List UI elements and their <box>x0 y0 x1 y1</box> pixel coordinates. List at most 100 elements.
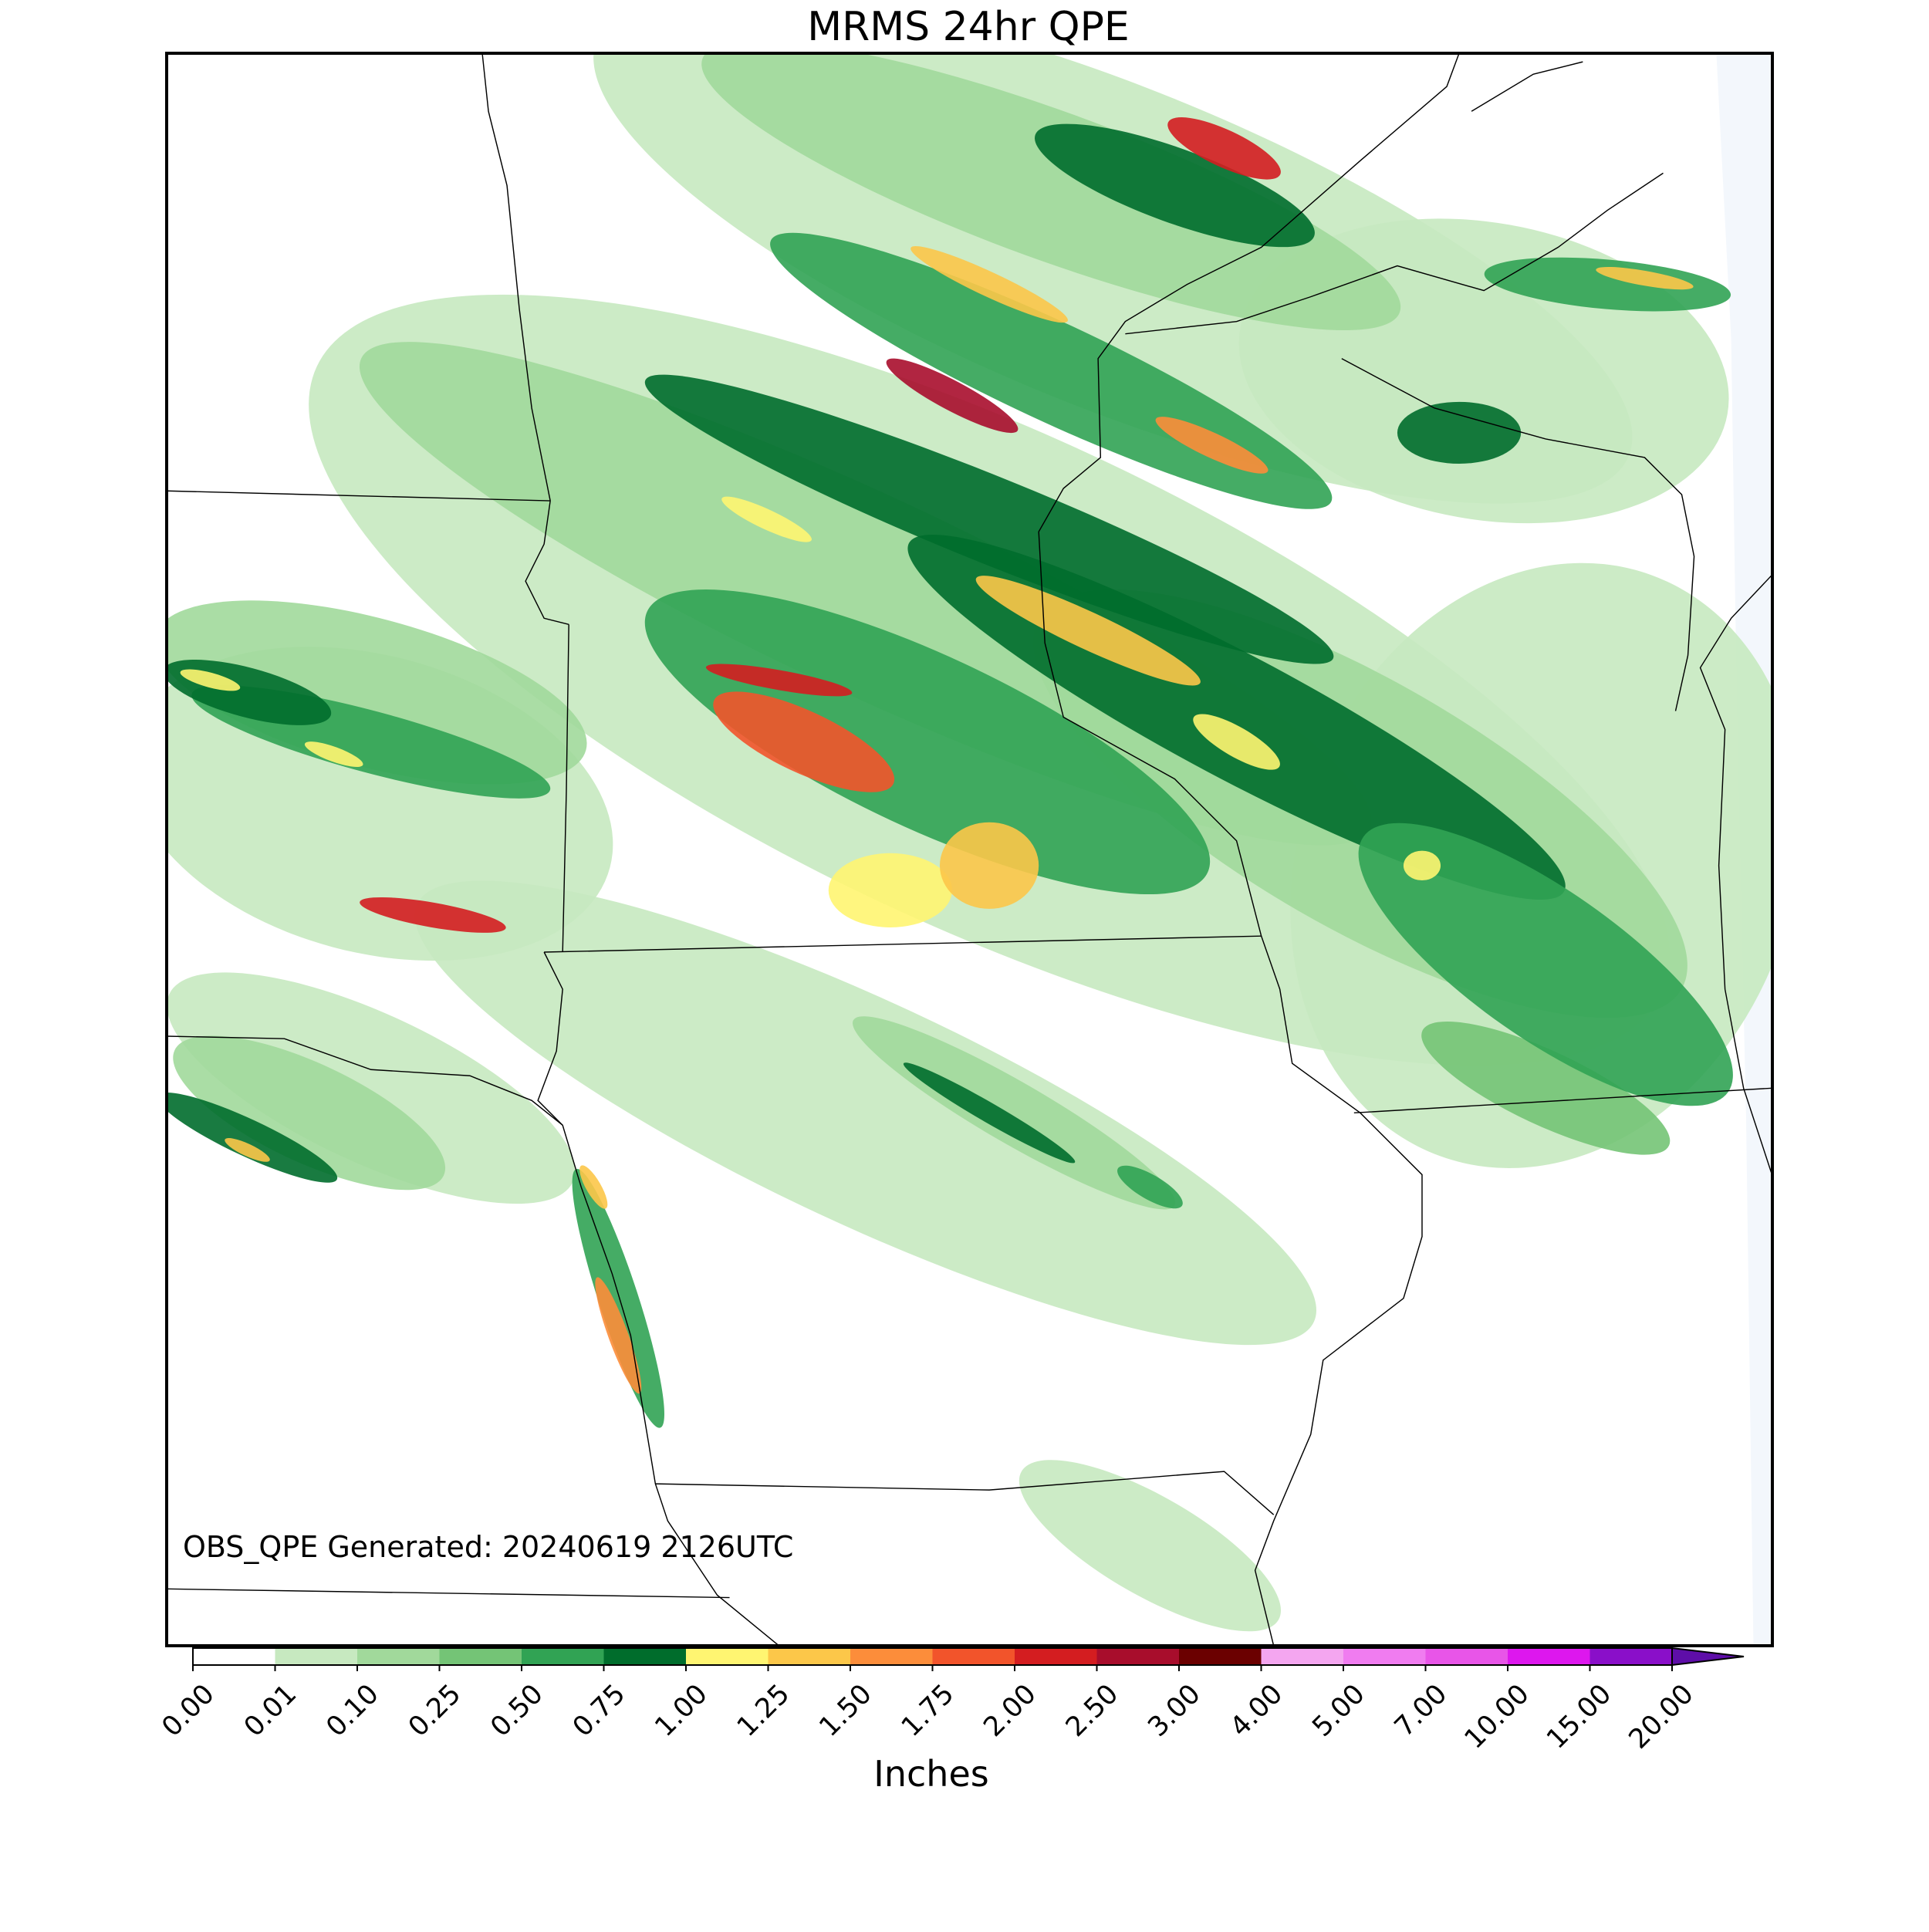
map-area <box>167 52 1772 1647</box>
colorbar-segment <box>1261 1648 1344 1665</box>
state-border <box>655 1471 1275 1515</box>
precip-area <box>1358 822 1733 1106</box>
precip-area <box>852 1016 1176 1210</box>
map-title: MRMS 24hr QPE <box>807 4 1130 50</box>
colorbar-segment <box>193 1648 275 1665</box>
precip-area <box>360 897 506 933</box>
colorbar-tick-label: 1.50 <box>814 1679 878 1743</box>
precip-area <box>713 691 895 792</box>
state-border <box>562 624 569 953</box>
precip-area <box>1403 850 1441 881</box>
colorbar-tick-label: 3.00 <box>1143 1679 1207 1743</box>
precip-area <box>167 972 576 1204</box>
precip-area <box>1035 123 1315 248</box>
precip-area <box>910 246 1068 323</box>
colorbar-tick-label: 20.00 <box>1623 1679 1700 1755</box>
state-border <box>1254 935 1423 1647</box>
colorbar-segment <box>1015 1648 1097 1665</box>
colorbar-segment <box>768 1648 851 1665</box>
precip-field <box>167 52 1772 1632</box>
colorbar-segment <box>603 1648 687 1665</box>
colorbar-tick-label: 1.00 <box>650 1679 714 1743</box>
precip-area <box>644 589 1211 895</box>
state-border <box>167 490 551 502</box>
precip-area <box>1397 401 1522 464</box>
state-border <box>1341 358 1695 711</box>
colorbar-extend <box>1671 1647 1745 1667</box>
colorbar-label: Inches <box>873 1753 988 1795</box>
precip-area <box>1596 266 1694 290</box>
state-border <box>544 935 1262 953</box>
precip-area <box>572 1168 664 1428</box>
precip-area <box>886 358 1019 434</box>
colorbar-segment <box>686 1648 769 1665</box>
borders <box>167 52 1772 1647</box>
colorbar-tick-label: 2.50 <box>1060 1679 1124 1743</box>
precip-area <box>1117 1165 1183 1209</box>
precip-area <box>1193 714 1280 770</box>
shoreline <box>1125 172 1664 335</box>
state-border <box>167 1588 730 1599</box>
colorbar-tick-label: 5.00 <box>1307 1679 1371 1743</box>
colorbar: 0.00 0.01 0.10 0.25 0.50 0.75 1.00 1.25 1.50 1.75… <box>157 1647 1745 1755</box>
colorbar-tick-label: 0.00 <box>157 1679 221 1743</box>
colorbar-tick-label: 15.00 <box>1541 1679 1617 1755</box>
precip-area <box>180 669 241 691</box>
precip-area <box>828 853 953 927</box>
colorbar-segment <box>1508 1648 1590 1665</box>
state-border <box>167 1035 563 1126</box>
colorbar-tick-label: 1.25 <box>731 1679 796 1743</box>
state-border <box>1353 1087 1772 1114</box>
colorbar-tick-label: 0.50 <box>485 1679 549 1743</box>
colorbar-segment <box>1096 1648 1180 1665</box>
colorbar-segment <box>275 1648 358 1665</box>
precip-area <box>975 576 1201 686</box>
precip-area <box>1019 1460 1282 1632</box>
precip-area <box>644 374 1334 664</box>
precip-area <box>595 1277 642 1394</box>
map-frame <box>165 52 1774 1647</box>
annotation: OBS_QPE Generated: 20240619 2126UTC <box>183 1530 793 1564</box>
precip-area <box>225 1138 270 1162</box>
colorbar-segment <box>357 1648 440 1665</box>
precip-area <box>721 496 812 542</box>
precip-area <box>939 822 1039 909</box>
shoreline <box>1471 61 1583 112</box>
state-border <box>481 52 569 626</box>
state-border <box>1038 52 1460 937</box>
colorbar-segment <box>1589 1648 1673 1665</box>
colorbar-tick-label: 0.10 <box>321 1679 385 1743</box>
precip-area <box>167 1092 338 1183</box>
precip-area <box>903 1062 1076 1164</box>
colorbar-tick-label: 4.00 <box>1225 1679 1289 1743</box>
colorbar-tick-label: 0.01 <box>238 1679 302 1743</box>
colorbar-segment <box>1179 1648 1262 1665</box>
colorbar-tick-label: 1.75 <box>896 1679 960 1743</box>
colorbar-tick-label: 0.25 <box>403 1679 467 1743</box>
colorbar-tick-label: 0.75 <box>567 1679 631 1743</box>
colorbar-segment <box>932 1648 1015 1665</box>
precip-area <box>1484 257 1731 312</box>
colorbar-segment <box>522 1648 604 1665</box>
precip-area <box>414 880 1316 1346</box>
precip-area <box>304 741 363 767</box>
precip-area <box>579 1165 608 1209</box>
colorbar-tick-label: 2.00 <box>978 1679 1042 1743</box>
colorbar-tick-label: 7.00 <box>1389 1679 1453 1743</box>
precip-area <box>173 1035 446 1191</box>
precip-area <box>705 664 853 697</box>
precip-area <box>1155 417 1269 474</box>
colorbar-tick-label: 10.00 <box>1459 1679 1535 1755</box>
shoreline <box>1699 574 1772 1175</box>
precip-area <box>1421 1021 1671 1155</box>
state-border <box>537 951 780 1647</box>
colorbar-segment <box>850 1648 933 1665</box>
precip-area <box>1167 117 1281 180</box>
colorbar-segment <box>439 1648 522 1665</box>
colorbar-segment <box>1425 1648 1508 1665</box>
colorbar-segment <box>1343 1648 1426 1665</box>
precip-area <box>701 52 1401 331</box>
precip-area <box>167 600 587 785</box>
